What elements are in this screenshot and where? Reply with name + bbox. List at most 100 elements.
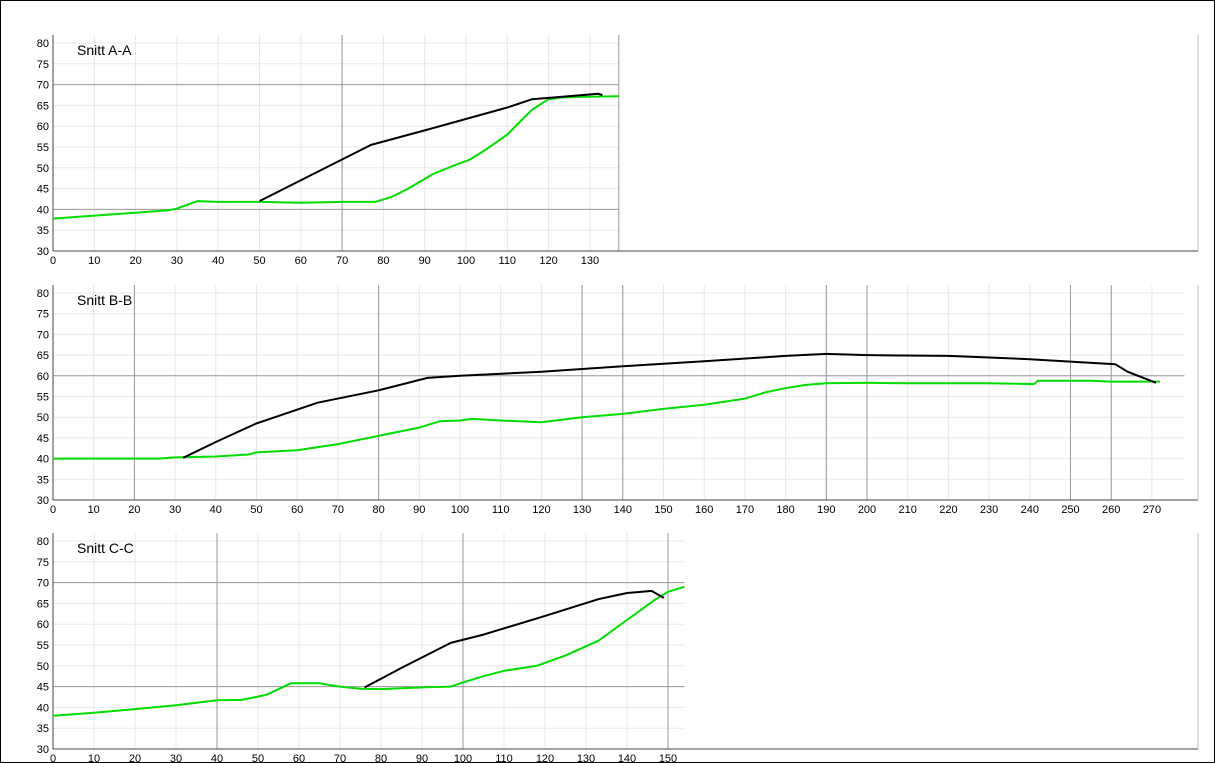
x-tick-label: 240 [1021, 504, 1039, 516]
x-tick-label: 0 [50, 255, 56, 267]
x-tick-label: 30 [170, 753, 182, 762]
y-tick-label: 30 [37, 246, 49, 258]
series-line-black [182, 352, 1157, 459]
y-tick-label: 60 [37, 121, 49, 133]
y-tick-label: 45 [37, 433, 49, 445]
y-tick-label: 30 [37, 744, 49, 756]
x-tick-label: 0 [50, 753, 56, 762]
snitt-b-b-panel: 30 35 40 45 50 55 60 65 70 75 80 0 10 20 30 40 50 60 70 80 9… [37, 285, 1199, 516]
y-tick-label: 75 [37, 59, 49, 71]
y-tick-label: 55 [37, 142, 49, 154]
chart-title: Snitt C-C [77, 540, 134, 556]
x-tick-label: 140 [618, 753, 636, 762]
y-tick-label: 80 [37, 536, 49, 548]
series-line-green [52, 95, 619, 220]
x-tick-label: 90 [413, 504, 425, 516]
y-tick-label: 50 [37, 412, 49, 424]
series-line-black [259, 92, 603, 202]
x-tick-label: 210 [899, 504, 917, 516]
x-tick-label: 90 [419, 255, 431, 267]
x-tick-label: 60 [295, 255, 307, 267]
x-tick-label: 10 [88, 753, 100, 762]
y-tick-label: 55 [37, 392, 49, 404]
x-tick-label: 200 [858, 504, 876, 516]
x-tick-label: 250 [1061, 504, 1079, 516]
x-tick-label: 10 [88, 255, 100, 267]
x-tick-label: 260 [1102, 504, 1120, 516]
snitt-c-c-panel: 30 35 40 45 50 55 60 65 70 75 80 0 10 20 30 40 50 60 70 80 9… [37, 533, 1199, 762]
x-tick-label: 130 [581, 255, 599, 267]
x-tick-label: 70 [336, 255, 348, 267]
x-tick-label: 140 [614, 504, 632, 516]
x-tick-label: 80 [377, 255, 389, 267]
x-tick-label: 90 [416, 753, 428, 762]
x-tick-label: 60 [291, 504, 303, 516]
x-tick-label: 50 [253, 255, 265, 267]
x-tick-label: 130 [577, 753, 595, 762]
x-tick-label: 160 [695, 504, 713, 516]
x-tick-label: 60 [293, 753, 305, 762]
y-tick-label: 70 [37, 578, 49, 590]
y-tick-label: 50 [37, 163, 49, 175]
chart-title: Snitt A-A [77, 42, 132, 58]
x-tick-label: 70 [334, 753, 346, 762]
snitt-a-a-panel: 30 35 40 45 50 55 60 65 70 75 80 0 10 20 30 40 50 60 70 80 9… [37, 35, 1199, 267]
y-tick-label: 65 [37, 100, 49, 112]
y-tick-label: 40 [37, 454, 49, 466]
y-tick-label: 80 [37, 288, 49, 300]
x-tick-label: 110 [492, 504, 510, 516]
x-tick-label: 50 [250, 504, 262, 516]
x-tick-label: 110 [499, 255, 517, 267]
x-tick-label: 40 [210, 504, 222, 516]
x-tick-label: 30 [169, 504, 181, 516]
x-tick-label: 270 [1143, 504, 1161, 516]
x-tick-label: 100 [451, 504, 469, 516]
y-tick-label: 40 [37, 204, 49, 216]
y-tick-label: 75 [37, 557, 49, 569]
x-tick-label: 190 [817, 504, 835, 516]
y-tick-label: 55 [37, 640, 49, 652]
x-tick-label: 20 [128, 504, 140, 516]
y-tick-label: 70 [37, 329, 49, 341]
y-tick-label: 65 [37, 350, 49, 362]
y-tick-label: 65 [37, 598, 49, 610]
x-tick-label: 220 [939, 504, 957, 516]
x-tick-label: 20 [129, 753, 141, 762]
x-tick-label: 80 [375, 753, 387, 762]
y-tick-label: 35 [37, 723, 49, 735]
x-tick-label: 150 [659, 753, 677, 762]
x-tick-label: 20 [129, 255, 141, 267]
y-tick-label: 30 [37, 495, 49, 507]
y-tick-label: 35 [37, 474, 49, 486]
x-tick-label: 50 [252, 753, 264, 762]
x-tick-label: 230 [980, 504, 998, 516]
x-tick-label: 130 [573, 504, 591, 516]
x-tick-label: 10 [88, 504, 100, 516]
series-line-green [52, 585, 685, 717]
x-tick-label: 70 [332, 504, 344, 516]
x-tick-label: 0 [50, 504, 56, 516]
x-tick-label: 120 [539, 255, 557, 267]
y-tick-label: 50 [37, 661, 49, 673]
y-tick-label: 80 [37, 38, 49, 50]
x-tick-label: 150 [654, 504, 672, 516]
y-tick-label: 75 [37, 309, 49, 321]
series-line-black [364, 589, 665, 689]
chart-title: Snitt B-B [77, 292, 132, 308]
y-tick-label: 35 [37, 225, 49, 237]
y-tick-label: 45 [37, 682, 49, 694]
x-tick-label: 170 [736, 504, 754, 516]
y-tick-label: 60 [37, 619, 49, 631]
series-line-green [53, 379, 1160, 460]
y-tick-label: 70 [37, 80, 49, 92]
x-tick-label: 80 [372, 504, 384, 516]
x-tick-label: 180 [776, 504, 794, 516]
x-tick-label: 120 [536, 753, 554, 762]
y-tick-label: 60 [37, 371, 49, 383]
y-tick-label: 45 [37, 184, 49, 196]
x-tick-label: 30 [171, 255, 183, 267]
x-tick-label: 120 [532, 504, 550, 516]
x-tick-label: 100 [457, 255, 475, 267]
